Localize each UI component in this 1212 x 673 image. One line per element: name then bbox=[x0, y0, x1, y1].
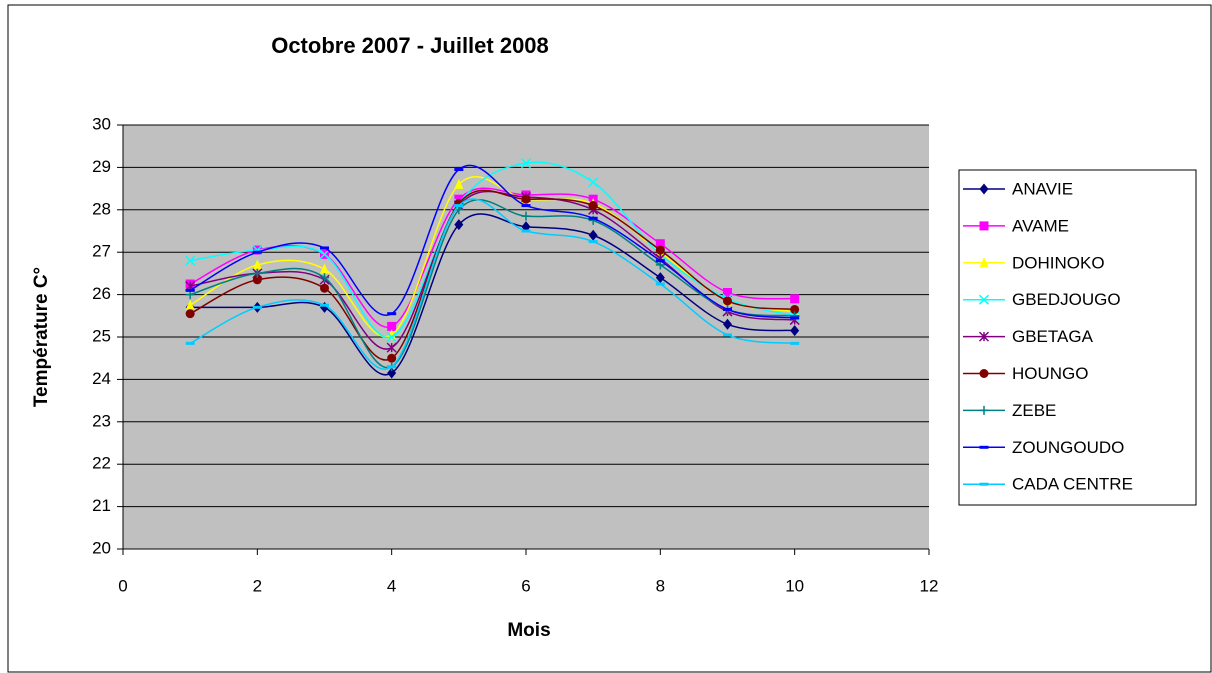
marker bbox=[588, 229, 598, 241]
marker bbox=[588, 177, 599, 188]
y-tick-label: 21 bbox=[92, 496, 111, 515]
x-tick-label: 8 bbox=[656, 576, 665, 595]
legend-label: GBEDJOUGO bbox=[1012, 290, 1121, 309]
marker bbox=[454, 178, 464, 189]
x-tick-label: 2 bbox=[253, 576, 262, 595]
marker bbox=[185, 309, 195, 319]
legend-label: ANAVIE bbox=[1012, 179, 1073, 198]
marker bbox=[185, 299, 195, 310]
legend-box bbox=[958, 169, 1197, 506]
y-tick-label: 27 bbox=[92, 242, 111, 261]
marker bbox=[252, 275, 262, 285]
y-tick-label: 24 bbox=[92, 369, 111, 388]
legend-label: ZOUNGOUDO bbox=[1012, 438, 1124, 457]
marker bbox=[386, 331, 397, 343]
y-axis-label: Température C° bbox=[31, 267, 52, 407]
series-line bbox=[189, 199, 795, 369]
x-tick-label: 12 bbox=[920, 576, 939, 595]
series-line bbox=[190, 161, 795, 339]
marker bbox=[252, 259, 262, 270]
legend-swatch-marker bbox=[978, 294, 990, 305]
y-tick-label: 25 bbox=[92, 326, 111, 345]
marker bbox=[252, 268, 262, 278]
marker bbox=[655, 272, 665, 284]
legend-swatch-marker bbox=[979, 257, 989, 268]
legend-swatch-marker bbox=[978, 331, 990, 342]
marker bbox=[723, 296, 732, 306]
series-line bbox=[189, 198, 795, 370]
legend-label: CADA CENTRE bbox=[1012, 475, 1133, 494]
legend-label: AVAME bbox=[1012, 216, 1069, 235]
series-line bbox=[189, 164, 795, 319]
marker bbox=[655, 245, 665, 255]
legend-label: DOHINOKO bbox=[1012, 253, 1105, 272]
y-tick-label: 30 bbox=[92, 114, 111, 133]
marker bbox=[387, 353, 397, 363]
x-tick-label: 4 bbox=[387, 576, 396, 595]
marker bbox=[320, 263, 329, 274]
marker bbox=[521, 194, 531, 204]
series-line bbox=[189, 189, 795, 361]
marker bbox=[185, 255, 196, 266]
marker bbox=[454, 219, 464, 231]
legend-label: ZEBE bbox=[1012, 401, 1056, 420]
marker bbox=[723, 318, 732, 330]
marker bbox=[320, 273, 329, 283]
marker bbox=[790, 294, 800, 304]
marker bbox=[320, 283, 329, 293]
legend-swatch-marker bbox=[979, 369, 989, 378]
y-tick-label: 20 bbox=[92, 538, 111, 557]
legend-label: GBETAGA bbox=[1012, 327, 1094, 346]
y-tick-label: 29 bbox=[92, 157, 111, 176]
legend-label: HOUNGO bbox=[1012, 364, 1089, 383]
marker bbox=[387, 367, 397, 379]
marker bbox=[319, 249, 330, 260]
marker bbox=[387, 321, 397, 331]
marker bbox=[386, 342, 397, 353]
y-tick-label: 22 bbox=[92, 454, 111, 473]
legend-swatch-marker bbox=[979, 183, 989, 195]
y-tick-label: 28 bbox=[92, 199, 111, 218]
marker bbox=[655, 239, 665, 249]
marker bbox=[723, 287, 732, 297]
marker bbox=[520, 158, 532, 169]
marker bbox=[521, 211, 531, 221]
x-tick-label: 6 bbox=[521, 576, 530, 595]
series-line bbox=[189, 176, 795, 338]
x-tick-label: 10 bbox=[785, 576, 804, 595]
y-tick-label: 26 bbox=[92, 284, 111, 303]
x-tick-label: 0 bbox=[118, 576, 127, 595]
x-axis-label: Mois bbox=[507, 620, 550, 641]
marker bbox=[790, 325, 800, 337]
chart-title: Octobre 2007 - Juillet 2008 bbox=[271, 33, 549, 58]
y-tick-label: 23 bbox=[92, 411, 111, 430]
legend-swatch-marker bbox=[979, 221, 989, 231]
marker bbox=[790, 304, 800, 314]
legend-swatch-marker bbox=[979, 405, 989, 415]
marker bbox=[588, 201, 598, 211]
series-line bbox=[190, 213, 795, 376]
